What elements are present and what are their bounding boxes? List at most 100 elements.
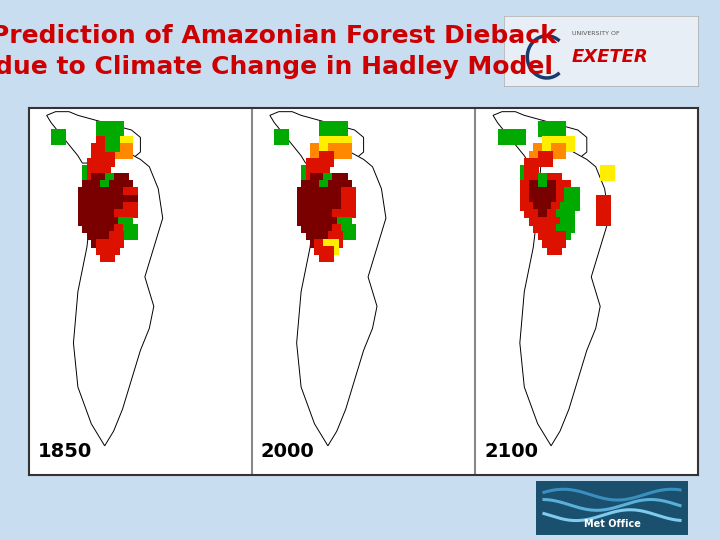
Bar — [109, 217, 125, 233]
Bar — [534, 217, 549, 233]
Bar — [600, 165, 616, 181]
Bar — [297, 210, 312, 226]
Bar — [100, 143, 115, 159]
Bar — [82, 165, 97, 181]
Bar — [538, 187, 553, 204]
Bar — [319, 246, 334, 262]
Bar — [534, 143, 549, 159]
Bar — [104, 173, 120, 189]
Bar — [122, 202, 138, 218]
Bar — [122, 194, 138, 211]
Bar — [556, 180, 571, 196]
Bar — [538, 210, 553, 226]
Bar — [100, 180, 115, 196]
Bar — [341, 224, 356, 240]
Bar — [520, 187, 535, 204]
Bar — [538, 121, 553, 137]
Bar — [560, 136, 575, 152]
Bar — [551, 217, 566, 233]
Polygon shape — [270, 112, 364, 163]
Bar — [551, 143, 566, 159]
Bar — [528, 194, 544, 211]
Polygon shape — [73, 137, 163, 446]
Bar — [301, 165, 316, 181]
Bar — [82, 180, 97, 196]
Bar — [333, 173, 348, 189]
Bar — [96, 202, 111, 218]
Bar — [542, 136, 557, 152]
Bar — [564, 194, 580, 211]
Bar — [118, 143, 133, 159]
Bar — [114, 173, 129, 189]
Bar — [538, 194, 553, 211]
Bar — [104, 136, 120, 152]
Bar — [556, 210, 571, 226]
Bar — [87, 202, 102, 218]
Bar — [319, 151, 334, 167]
Bar — [96, 194, 111, 211]
Bar — [319, 231, 334, 247]
Bar — [319, 121, 334, 137]
Bar — [337, 180, 352, 196]
Bar — [546, 194, 562, 211]
Bar — [96, 158, 111, 174]
Bar — [333, 194, 348, 211]
Bar — [546, 173, 562, 189]
Bar — [96, 224, 111, 240]
Bar — [96, 136, 111, 152]
Bar — [109, 136, 125, 152]
Bar — [122, 224, 138, 240]
Bar — [546, 239, 562, 255]
Bar — [524, 158, 539, 174]
Bar — [100, 246, 115, 262]
Bar — [78, 202, 93, 218]
Bar — [100, 136, 115, 152]
Bar — [87, 158, 102, 174]
Bar — [528, 173, 544, 189]
Bar — [323, 187, 338, 204]
Bar — [87, 210, 102, 226]
Bar — [305, 194, 320, 211]
Bar — [551, 202, 566, 218]
Bar — [315, 210, 330, 226]
Bar — [301, 180, 316, 196]
Bar — [542, 217, 557, 233]
Bar — [315, 239, 330, 255]
Bar — [96, 187, 111, 204]
Bar — [595, 210, 611, 226]
Polygon shape — [47, 112, 140, 163]
Bar — [546, 180, 562, 196]
Bar — [333, 224, 348, 240]
Bar — [333, 187, 348, 204]
Bar — [542, 231, 557, 247]
Bar — [538, 180, 553, 196]
Bar — [91, 180, 107, 196]
Bar — [333, 202, 348, 218]
Bar — [104, 187, 120, 204]
Text: 2000: 2000 — [261, 442, 315, 461]
Bar — [104, 194, 120, 211]
Bar — [109, 180, 125, 196]
Bar — [100, 217, 115, 233]
Text: Met Office: Met Office — [584, 519, 640, 529]
Bar — [315, 194, 330, 211]
Bar — [551, 136, 566, 152]
Bar — [96, 239, 111, 255]
Bar — [337, 136, 352, 152]
Text: 1850: 1850 — [37, 442, 92, 461]
Bar — [104, 224, 120, 240]
Bar — [323, 210, 338, 226]
Bar — [315, 224, 330, 240]
Bar — [305, 202, 320, 218]
Bar — [546, 187, 562, 204]
Bar — [542, 143, 557, 159]
Bar — [315, 202, 330, 218]
Bar — [524, 165, 539, 181]
Bar — [520, 180, 535, 196]
Bar — [91, 143, 107, 159]
Bar — [341, 202, 356, 218]
Bar — [310, 180, 325, 196]
Bar — [323, 224, 338, 240]
Bar — [323, 239, 338, 255]
Bar — [319, 143, 334, 159]
